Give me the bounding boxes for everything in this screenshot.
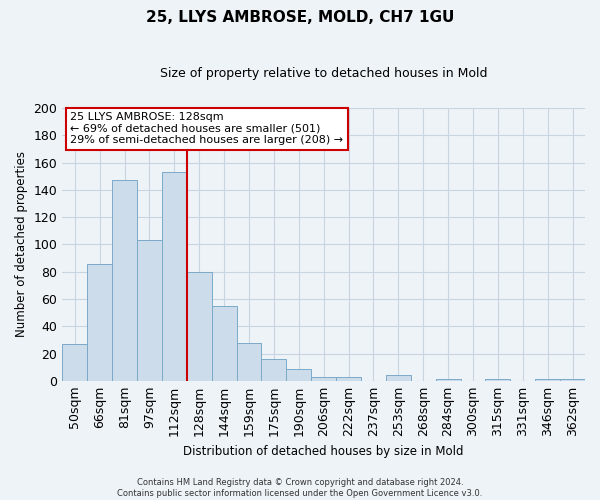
Bar xyxy=(87,264,112,381)
Bar xyxy=(137,240,162,381)
Title: Size of property relative to detached houses in Mold: Size of property relative to detached ho… xyxy=(160,68,487,80)
Bar xyxy=(236,342,262,381)
Bar xyxy=(62,344,87,381)
Text: 25 LLYS AMBROSE: 128sqm
← 69% of detached houses are smaller (501)
29% of semi-d: 25 LLYS AMBROSE: 128sqm ← 69% of detache… xyxy=(70,112,343,146)
Bar xyxy=(286,368,311,381)
Bar xyxy=(386,376,411,381)
Bar xyxy=(262,359,286,381)
Bar xyxy=(535,380,560,381)
Bar xyxy=(560,380,585,381)
Text: Contains HM Land Registry data © Crown copyright and database right 2024.
Contai: Contains HM Land Registry data © Crown c… xyxy=(118,478,482,498)
Bar xyxy=(436,380,461,381)
Bar xyxy=(311,376,336,381)
Bar xyxy=(485,380,511,381)
Y-axis label: Number of detached properties: Number of detached properties xyxy=(15,152,28,338)
Bar xyxy=(187,272,212,381)
Bar xyxy=(112,180,137,381)
Bar xyxy=(162,172,187,381)
Bar xyxy=(212,306,236,381)
Text: 25, LLYS AMBROSE, MOLD, CH7 1GU: 25, LLYS AMBROSE, MOLD, CH7 1GU xyxy=(146,10,454,25)
Bar xyxy=(336,376,361,381)
X-axis label: Distribution of detached houses by size in Mold: Distribution of detached houses by size … xyxy=(184,444,464,458)
